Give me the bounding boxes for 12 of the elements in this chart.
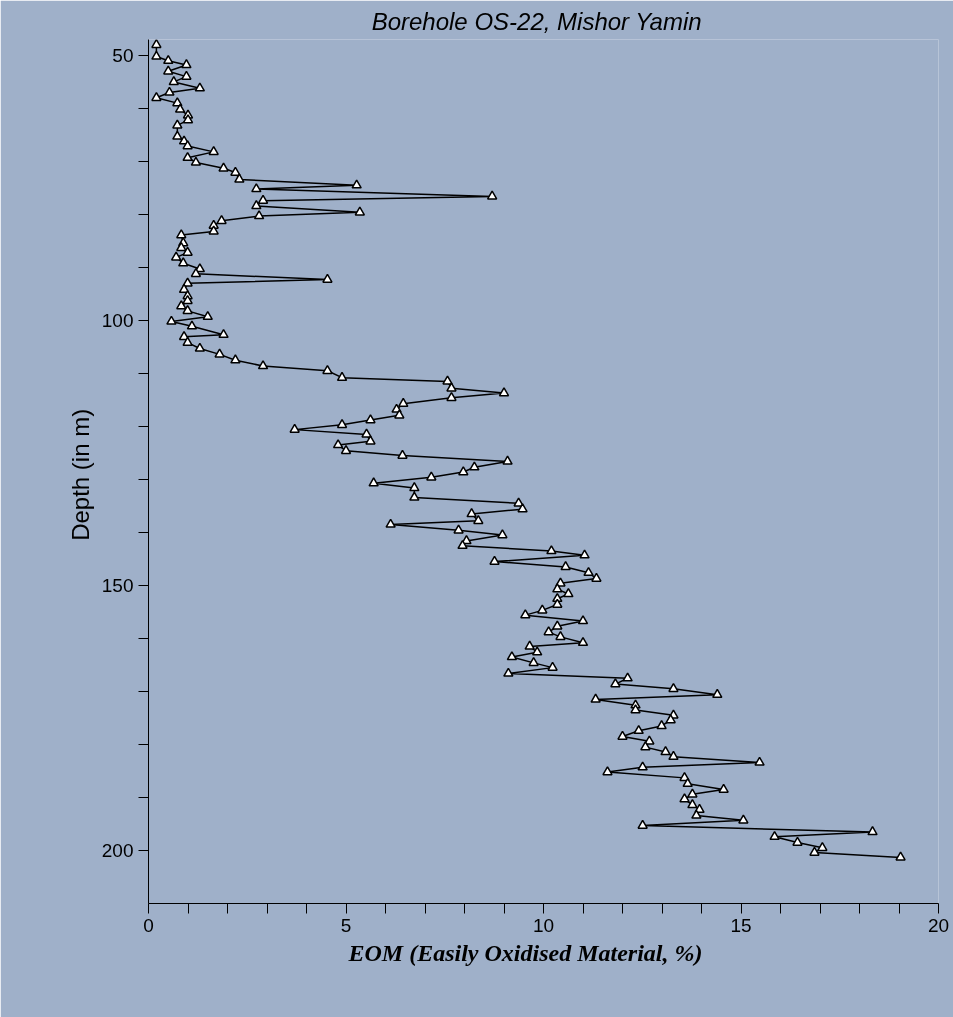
y-tick-label: 100 xyxy=(101,309,134,331)
x-tick-label: 10 xyxy=(532,914,555,936)
x-tick-label: 0 xyxy=(143,914,154,936)
x-tick-label: 20 xyxy=(927,914,950,936)
chart-title: Borehole OS-22, Mishor Yamin xyxy=(371,7,702,35)
y-tick-label: 200 xyxy=(101,839,134,861)
x-tick-label: 5 xyxy=(340,914,352,936)
x-axis-title: EOM (Easily Oxidised Material, %) xyxy=(347,939,703,966)
y-tick-label: 150 xyxy=(101,574,134,596)
y-axis-title: Depth (in m) xyxy=(66,408,94,541)
x-tick-label: 15 xyxy=(730,914,752,936)
y-tick-label: 50 xyxy=(112,44,134,66)
